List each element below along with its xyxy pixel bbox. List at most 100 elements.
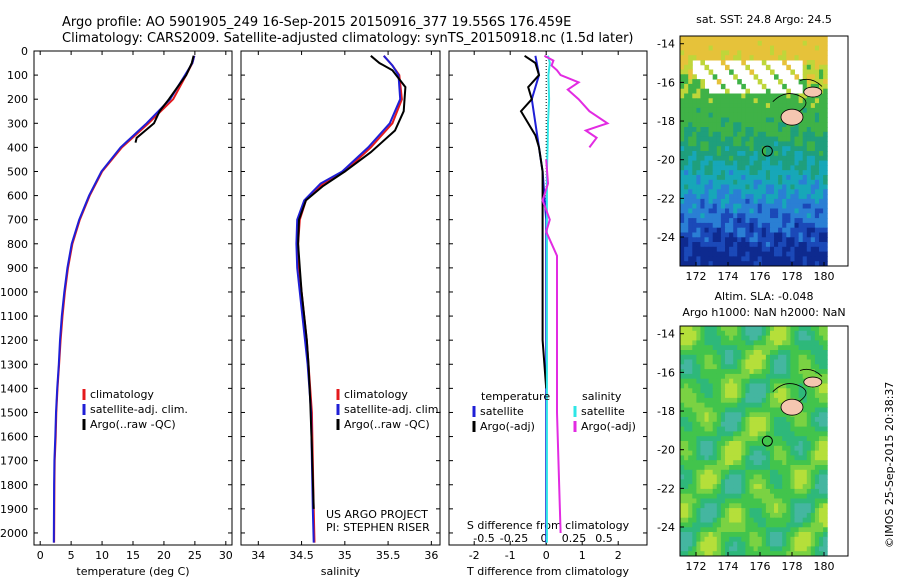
data-cell: [753, 460, 759, 466]
data-cell: [680, 373, 685, 380]
data-cell: [729, 117, 734, 123]
data-cell: [823, 256, 828, 262]
data-cell: [716, 36, 722, 42]
data-cell: [720, 45, 726, 51]
data-cell: [749, 131, 755, 138]
data-cell: [770, 131, 775, 138]
data-cell: [753, 218, 759, 224]
data-cell: [757, 155, 763, 162]
data-cell: [774, 503, 779, 509]
data-cell: [794, 532, 800, 538]
data-cell: [737, 160, 742, 166]
data-cell: [720, 541, 726, 547]
data-cell: [745, 522, 750, 528]
data-cell: [741, 541, 746, 547]
data-cell: [794, 151, 800, 157]
data-cell: [712, 503, 718, 509]
data-cell: [680, 136, 685, 142]
data-cell: [790, 50, 795, 56]
data-cell: [757, 93, 763, 99]
data-cell: [725, 194, 730, 200]
data-cell: [786, 369, 791, 375]
data-cell: [757, 407, 763, 413]
data-cell: [720, 426, 726, 432]
data-cell: [741, 450, 746, 456]
data-cell: [770, 541, 775, 547]
data-cell: [745, 36, 750, 42]
data-cell: [761, 460, 767, 466]
data-cell: [704, 179, 710, 186]
data-cell: [704, 369, 710, 375]
data-cell: [819, 256, 824, 262]
data-cell: [778, 222, 783, 229]
data-cell: [688, 88, 693, 94]
data-cell: [790, 208, 795, 214]
data-cell: [814, 532, 820, 538]
data-cell: [765, 350, 771, 356]
data-cell: [819, 107, 824, 114]
data-cell: [790, 98, 795, 104]
data-cell: [798, 251, 804, 257]
data-cell: [729, 517, 734, 523]
data-cell: [778, 203, 783, 209]
data-cell: [733, 412, 738, 418]
data-cell: [712, 155, 718, 162]
data-cell: [708, 402, 714, 408]
data-cell: [790, 354, 795, 361]
data-cell: [770, 160, 775, 166]
data-cell: [729, 498, 734, 504]
data-cell: [700, 335, 705, 341]
data-cell: [712, 237, 718, 243]
data-cell: [737, 431, 742, 437]
data-cell: [757, 256, 763, 262]
data-cell: [729, 450, 734, 456]
data-cell: [729, 107, 734, 114]
data-cell: [680, 503, 685, 509]
data-cell: [704, 251, 710, 257]
data-cell: [684, 460, 689, 466]
data-cell: [700, 450, 705, 456]
data-cell: [774, 136, 779, 142]
data-cell: [692, 469, 697, 476]
data-cell: [720, 436, 726, 442]
data-cell: [733, 55, 738, 61]
data-cell: [757, 36, 763, 42]
data-cell: [786, 484, 791, 490]
data-cell: [814, 222, 820, 229]
data-cell: [782, 227, 787, 233]
data-cell: [700, 189, 705, 195]
data-cell: [810, 508, 816, 514]
data-cell: [704, 345, 710, 351]
data-cell: [680, 155, 685, 162]
data-cell: [782, 421, 787, 428]
x-tick-label: 1: [579, 549, 586, 562]
data-cell: [761, 426, 767, 432]
data-cell: [733, 445, 738, 452]
data-cell: [823, 189, 828, 195]
data-cell: [704, 484, 710, 490]
data-cell: [745, 237, 750, 243]
data-cell: [704, 431, 710, 437]
data-cell: [802, 146, 808, 152]
data-cell: [770, 330, 775, 337]
data-cell: [712, 412, 718, 418]
data-cell: [684, 421, 689, 428]
data-cell: [753, 551, 759, 557]
data-cell: [823, 165, 828, 171]
data-cell: [810, 194, 816, 200]
data-cell: [782, 474, 787, 480]
data-cell: [745, 388, 750, 394]
data-cell: [757, 417, 763, 423]
data-cell: [700, 184, 705, 190]
data-cell: [757, 136, 763, 142]
data-cell: [708, 546, 714, 552]
data-cell: [712, 417, 718, 423]
data-cell: [770, 369, 775, 375]
data-cell: [802, 69, 808, 75]
data-cell: [786, 251, 791, 257]
data-cell: [806, 64, 812, 71]
data-cell: [753, 402, 759, 408]
data-cell: [708, 493, 714, 499]
data-cell: [823, 170, 828, 176]
data-cell: [716, 551, 722, 557]
